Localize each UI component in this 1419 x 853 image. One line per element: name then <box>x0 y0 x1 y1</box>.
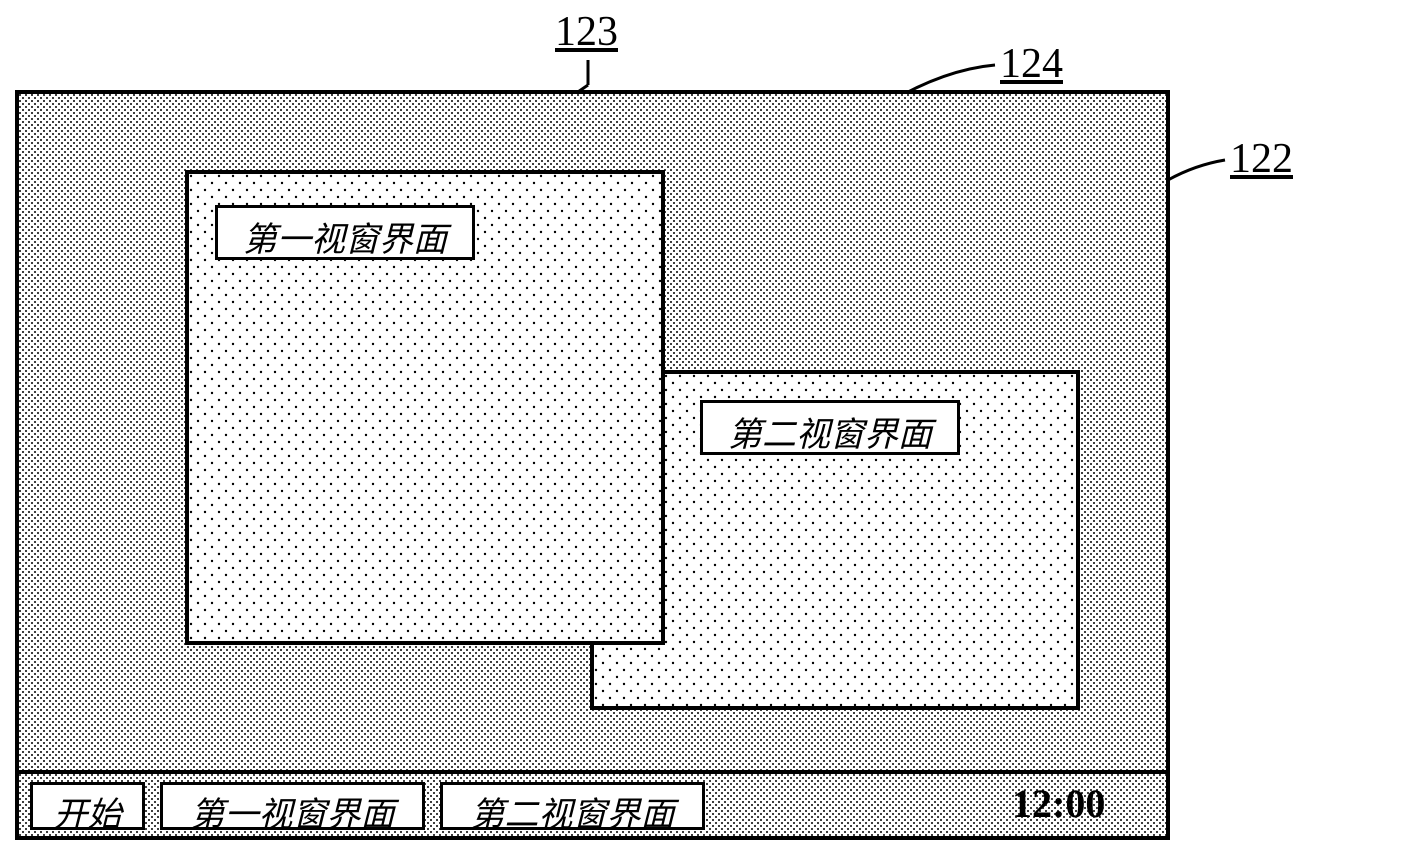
taskbar-clock: 12:00 <box>1012 780 1105 827</box>
window-second-title: 第二视窗界面 <box>700 400 960 455</box>
figure-canvas: 123 124 122 第二视窗界面 第一视窗界面 开始 第一视窗界面 第二视窗… <box>0 0 1419 853</box>
taskbar-button-second-window[interactable]: 第二视窗界面 <box>440 782 705 830</box>
start-button[interactable]: 开始 <box>30 782 145 830</box>
taskbar-button-first-window[interactable]: 第一视窗界面 <box>160 782 425 830</box>
window-first-title: 第一视窗界面 <box>215 205 475 260</box>
